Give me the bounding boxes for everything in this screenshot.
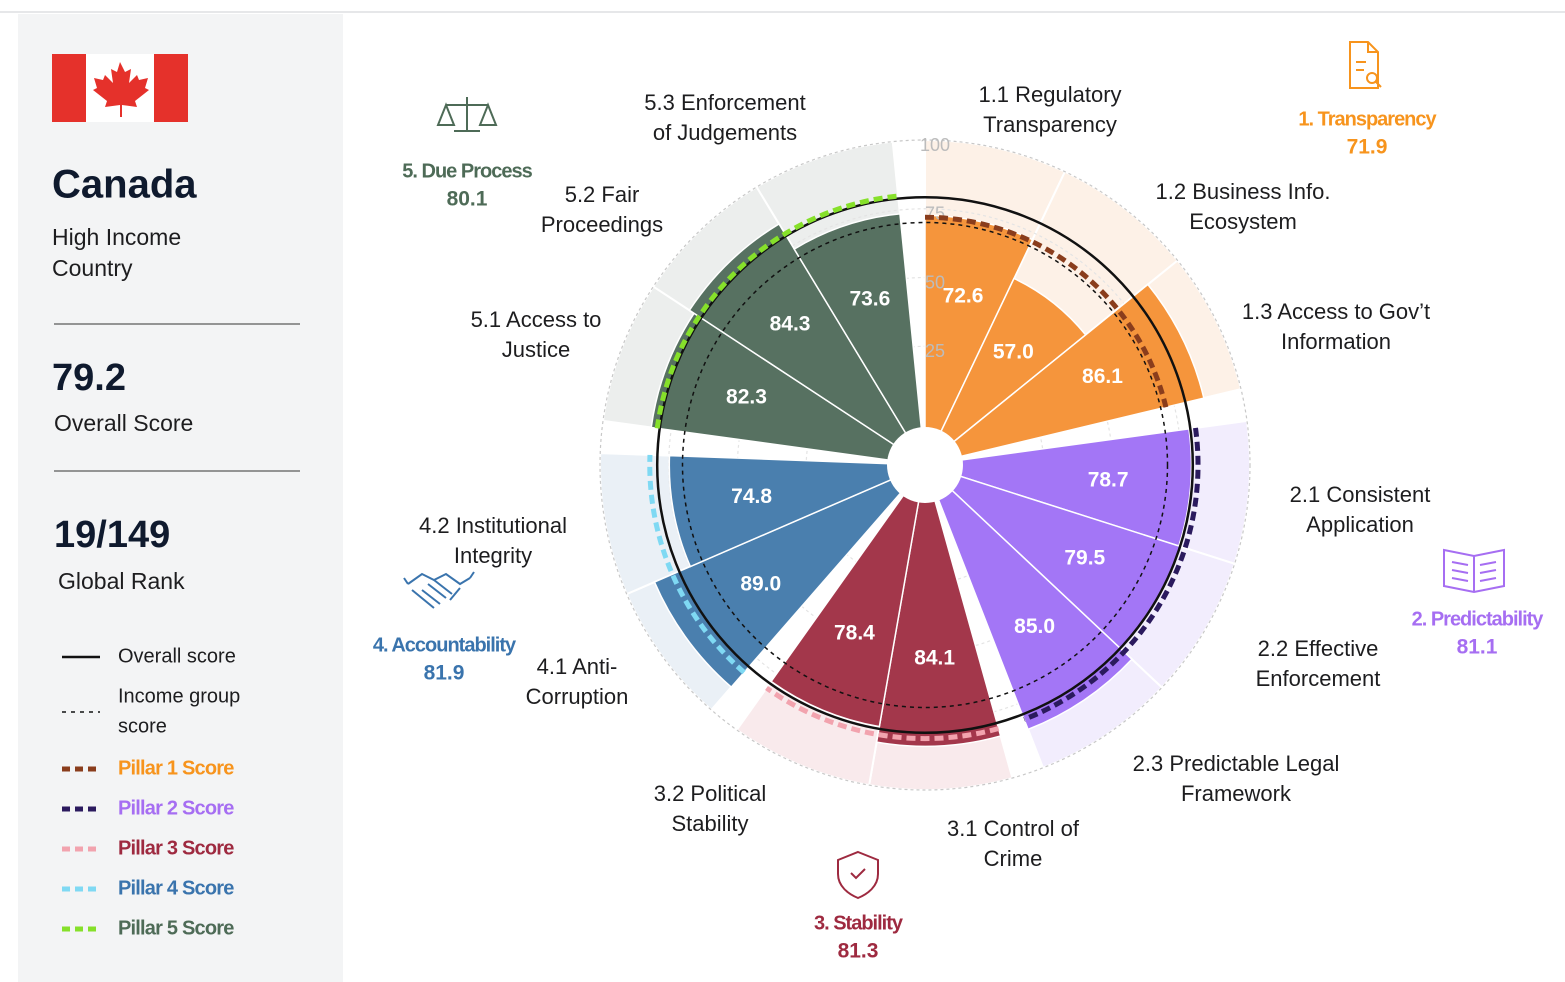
r-tick-label: 50 xyxy=(925,272,945,292)
bar xyxy=(688,222,926,466)
subpillar-label: 2.3 Predictable Legal xyxy=(1133,751,1340,776)
subpillar-label: 1.1 Regulatory xyxy=(978,82,1121,107)
subpillar-label: Crime xyxy=(984,846,1043,871)
subpillar-label: 2.2 Effective xyxy=(1258,636,1379,661)
legend-label: Pillar 3 Score xyxy=(118,837,234,859)
pillar-score: 81.1 xyxy=(1457,636,1498,659)
subpillar-label: 4.1 Anti- xyxy=(537,654,618,679)
pillar-score-arc xyxy=(765,685,1000,741)
pillar-score: 81.9 xyxy=(424,662,465,685)
value-label: 84.3 xyxy=(770,313,811,336)
legend-label: Pillar 5 Score xyxy=(118,917,234,939)
pillar-score: 80.1 xyxy=(447,188,488,211)
legend-label: Overall score xyxy=(118,645,236,667)
subpillar-label: Application xyxy=(1306,512,1414,537)
icon-transparency xyxy=(1349,41,1382,89)
bar xyxy=(875,464,1002,747)
bar xyxy=(793,213,926,466)
subpillar-label: 4.2 Institutional xyxy=(419,513,567,538)
value-label: 84.1 xyxy=(914,646,955,669)
subpillar-label: 1.2 Business Info. xyxy=(1156,179,1331,204)
legend-label: Income group xyxy=(118,685,240,707)
icon-accountability xyxy=(403,571,475,609)
overall-circle xyxy=(655,195,1195,735)
pillar-name: 3. Stability xyxy=(814,912,904,934)
pillar-score-arc xyxy=(1023,427,1201,722)
subpillar-label: Ecosystem xyxy=(1189,209,1297,234)
subpillar-label: 5.1 Access to xyxy=(471,307,602,332)
pillar-score-arc xyxy=(924,214,1169,408)
r-tick-label: 100 xyxy=(920,135,950,155)
subpillar-label: Framework xyxy=(1181,781,1292,806)
bar xyxy=(650,312,926,466)
bar xyxy=(924,464,1133,731)
center-hole xyxy=(887,427,963,503)
pillar-score: 71.9 xyxy=(1347,136,1388,159)
subpillar-label: Integrity xyxy=(454,543,532,568)
value-label: 89.0 xyxy=(740,573,781,596)
pillar-name: 2. Predictability xyxy=(1412,608,1545,630)
subpillar-label: 5.3 Enforcement xyxy=(644,90,805,115)
overall-score-label: Overall Score xyxy=(54,410,193,436)
icon-due-process xyxy=(436,97,498,132)
legend-label: score xyxy=(118,715,167,737)
subpillar-label: 1.3 Access to Gov’t xyxy=(1242,299,1430,324)
subpillar-label: 3.2 Political xyxy=(654,781,767,806)
value-label: 78.4 xyxy=(834,622,875,645)
subpillar-label: Stability xyxy=(671,811,748,836)
subpillar-label: 3.1 Control of xyxy=(947,816,1080,841)
pillar-score-arc xyxy=(647,454,746,675)
value-label: 73.6 xyxy=(849,287,890,310)
icon-predictability xyxy=(1443,548,1505,594)
pillar-score: 81.3 xyxy=(838,940,879,963)
bar xyxy=(668,454,926,568)
subpillar-label: Enforcement xyxy=(1256,666,1381,691)
grid-circle xyxy=(599,139,1251,791)
value-label: 57.0 xyxy=(993,341,1034,364)
pillar-name: 5. Due Process xyxy=(402,160,532,182)
side-panel xyxy=(18,14,343,982)
legend-label: Pillar 2 Score xyxy=(118,797,234,819)
country: Canada xyxy=(52,163,197,207)
r-tick-label: 25 xyxy=(925,341,945,361)
pillar-name: 1. Transparency xyxy=(1298,108,1437,130)
subpillar-label: Corruption xyxy=(526,684,629,709)
icon-stability xyxy=(837,850,879,900)
subpillar-label: Transparency xyxy=(983,112,1117,137)
value-label: 82.3 xyxy=(726,386,767,409)
flag xyxy=(52,54,188,122)
bar xyxy=(653,464,926,689)
pillar-score-arc xyxy=(654,193,899,429)
subpillar-label: of Judgements xyxy=(653,120,797,145)
legend-label: Pillar 4 Score xyxy=(118,877,234,899)
value-label: 86.1 xyxy=(1082,365,1123,388)
income-group: High Income xyxy=(52,224,181,250)
rank: 19/149 xyxy=(54,514,170,556)
r-tick-label: 75 xyxy=(925,204,945,224)
overall-score: 79.2 xyxy=(52,357,126,399)
income-group: Country xyxy=(52,255,133,281)
pillar-name: 4. Accountability xyxy=(373,634,517,656)
icons xyxy=(403,41,1505,900)
bar xyxy=(770,464,926,728)
value-label: 78.7 xyxy=(1088,468,1129,491)
income-group-circle xyxy=(681,221,1169,709)
subpillar-label: Justice xyxy=(502,337,570,362)
value-label: 74.8 xyxy=(731,485,772,508)
value-label: 72.6 xyxy=(943,285,984,308)
rank-label: Global Rank xyxy=(58,568,185,594)
subpillar-label: Proceedings xyxy=(541,212,663,237)
subpillar-label: 2.1 Consistent xyxy=(1290,482,1431,507)
value-label: 85.0 xyxy=(1014,615,1055,638)
subpillar-label: 5.2 Fair xyxy=(565,182,640,207)
bar xyxy=(924,427,1193,547)
value-label: 79.5 xyxy=(1064,546,1105,569)
subpillar-label: Information xyxy=(1281,329,1391,354)
legend-label: Pillar 1 Score xyxy=(118,757,234,779)
polar-chart: 25 50 75 100 72.6 1.1 Regulatory Transparency 5… xyxy=(62,82,1545,963)
